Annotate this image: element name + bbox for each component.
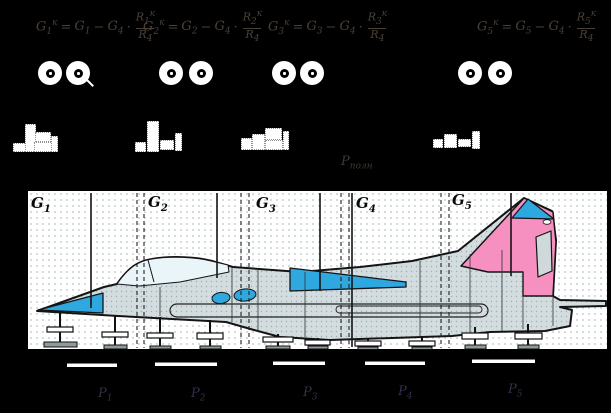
weight-block <box>160 140 174 150</box>
gauge-hub-icon <box>196 68 206 78</box>
reaction-label-p5: P5 <box>508 382 523 400</box>
equals-sign: = <box>167 19 179 35</box>
gauge-icon <box>300 61 324 85</box>
weight-formula-4: G5к = G5 − G4 · R5к R4 <box>477 9 598 45</box>
formula-term: G5 <box>515 18 532 37</box>
gauge-hub-icon <box>279 68 289 78</box>
weight-block <box>283 131 289 150</box>
formula-term: G4 <box>548 18 565 37</box>
multiply-sign: · <box>358 19 363 35</box>
gauge-hub-icon <box>73 68 83 78</box>
formula-fraction: R5к R4 <box>576 9 597 44</box>
minus-sign: − <box>325 19 337 35</box>
weight-formula-3: G3к = G3 − G4 · R3к R4 <box>268 9 389 45</box>
gauge-icon <box>488 61 512 85</box>
weight-block <box>444 134 457 148</box>
section-label-g2: G2 <box>148 193 168 214</box>
total-weight-label: Рполн <box>341 154 373 172</box>
minus-sign: − <box>200 19 212 35</box>
gauge-hub-icon <box>495 68 505 78</box>
equals-sign: = <box>501 19 513 35</box>
weight-block <box>175 133 182 151</box>
minus-sign: − <box>93 19 105 35</box>
gauge-icon <box>272 61 296 85</box>
scale-platform-line <box>472 359 535 363</box>
formula-fraction: R1к R4 <box>135 9 156 44</box>
weight-block <box>51 136 58 152</box>
formula-term: G3 <box>306 18 323 37</box>
gauge-hub-icon <box>307 68 317 78</box>
weight-block <box>472 131 480 149</box>
formula-fraction: R2к R4 <box>242 9 263 44</box>
gauge-icon <box>458 61 482 85</box>
weight-formula-2: G2к = G2 − G4 · R2к R4 <box>143 9 264 45</box>
weight-block <box>433 139 443 148</box>
section-label-g4: G4 <box>356 194 376 215</box>
formula-term: G5к <box>477 17 499 37</box>
weight-block <box>135 142 146 152</box>
formula-term: G2 <box>181 18 198 37</box>
aircraft-panel <box>28 191 607 349</box>
multiply-sign: · <box>567 19 572 35</box>
scale-platform-line <box>155 362 217 366</box>
formula-term: G3к <box>268 17 290 37</box>
weight-formula-1: G1к = G1 − G4 · R1к R4 <box>36 9 157 45</box>
gauge-needle-icon <box>84 77 94 87</box>
multiply-sign: · <box>126 19 131 35</box>
section-label-g3: G3 <box>256 194 276 215</box>
weight-block <box>458 139 471 147</box>
reaction-label-p4: P4 <box>398 384 413 402</box>
weight-block <box>147 121 159 152</box>
formula-term: G1к <box>36 17 58 37</box>
gauge-hub-icon <box>45 68 55 78</box>
reaction-label-p1: P1 <box>98 386 113 404</box>
scale-platform-line <box>365 361 425 365</box>
multiply-sign: · <box>233 19 238 35</box>
gauge-icon <box>38 61 62 85</box>
formula-term: G4 <box>339 18 356 37</box>
section-label-g1: G1 <box>31 194 51 215</box>
equals-sign: = <box>60 19 72 35</box>
formula-fraction: R3к R4 <box>367 9 388 44</box>
section-label-g5: G5 <box>452 191 472 212</box>
gauge-hub-icon <box>166 68 176 78</box>
gauge-icon <box>189 61 213 85</box>
scale-platform-line <box>273 361 325 365</box>
equals-sign: = <box>292 19 304 35</box>
formula-term: G4 <box>214 18 231 37</box>
weight-block <box>241 138 252 150</box>
weight-block <box>265 128 282 140</box>
formula-term: G4 <box>107 18 124 37</box>
gauge-hub-icon <box>465 68 475 78</box>
weight-block <box>252 134 265 150</box>
gauge-icon <box>159 61 183 85</box>
weight-block <box>35 132 51 142</box>
formula-term: G2к <box>143 17 165 37</box>
minus-sign: − <box>534 19 546 35</box>
reaction-label-p3: P3 <box>303 385 318 403</box>
gauge-icon <box>66 61 94 87</box>
scale-platform-line <box>67 363 117 367</box>
weight-block <box>265 140 283 150</box>
formula-term: G1 <box>74 18 91 37</box>
reaction-label-p2: P2 <box>191 386 206 404</box>
